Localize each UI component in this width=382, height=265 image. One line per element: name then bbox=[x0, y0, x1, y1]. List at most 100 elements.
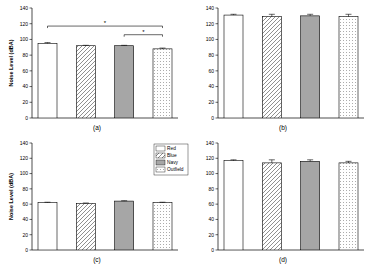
legend-label: Outfield bbox=[167, 167, 184, 172]
bar bbox=[76, 203, 95, 250]
y-axis bbox=[218, 8, 219, 118]
y-tick-label: 80 bbox=[22, 186, 28, 192]
bar bbox=[301, 16, 320, 118]
y-tick-label: 140 bbox=[20, 140, 29, 146]
bar bbox=[301, 161, 320, 250]
panel-title: (a) bbox=[93, 124, 101, 132]
y-tick-label: 120 bbox=[206, 21, 215, 27]
y-tick-label: 120 bbox=[206, 155, 215, 161]
y-axis-label: Noise Level (dBA) bbox=[8, 39, 14, 86]
significance-bracket bbox=[48, 26, 163, 28]
y-tick-label: 20 bbox=[208, 99, 214, 105]
y-tick bbox=[30, 86, 33, 87]
y-tick bbox=[216, 8, 219, 9]
y-tick-label: 140 bbox=[206, 5, 215, 11]
y-tick-label: 40 bbox=[22, 83, 28, 89]
bars bbox=[38, 43, 172, 118]
y-tick bbox=[216, 70, 219, 71]
bars bbox=[224, 14, 358, 118]
y-tick bbox=[216, 39, 219, 40]
y-tick-label: 100 bbox=[206, 170, 215, 176]
y-tick bbox=[30, 173, 33, 174]
significance-mark: * bbox=[142, 29, 145, 35]
legend-label: Navy bbox=[167, 160, 179, 165]
y-tick-label: 20 bbox=[208, 232, 214, 238]
y-tick bbox=[216, 86, 219, 87]
bar bbox=[262, 17, 281, 118]
y-tick bbox=[30, 188, 33, 189]
y-tick bbox=[30, 118, 33, 119]
y-axis-label: Noise Level (dBA) bbox=[8, 173, 14, 220]
legend-box bbox=[154, 144, 188, 175]
y-tick bbox=[30, 39, 33, 40]
y-tick-label: 100 bbox=[206, 36, 215, 42]
y-tick-label: 100 bbox=[20, 170, 29, 176]
bar bbox=[262, 163, 281, 250]
error-bar bbox=[269, 160, 275, 163]
y-tick-label: 0 bbox=[25, 115, 28, 121]
bar bbox=[224, 15, 243, 118]
error-bar bbox=[269, 14, 275, 16]
error-bar bbox=[160, 202, 166, 203]
bar bbox=[339, 163, 358, 250]
bar bbox=[115, 46, 134, 118]
legend-label: Blue bbox=[167, 153, 177, 158]
figure: 020406080100120140Noise Level (dBA)(a)**… bbox=[0, 0, 382, 265]
y-tick-label: 80 bbox=[208, 52, 214, 58]
y-tick bbox=[216, 118, 219, 119]
y-tick-label: 140 bbox=[20, 5, 29, 11]
y-tick bbox=[216, 143, 219, 144]
error-bar bbox=[160, 48, 166, 50]
y-tick-label: 100 bbox=[20, 36, 29, 42]
y-tick bbox=[30, 250, 33, 251]
y-tick-label: 20 bbox=[22, 99, 28, 105]
error-bar bbox=[307, 14, 313, 16]
y-tick-label: 60 bbox=[208, 201, 214, 207]
y-tick bbox=[216, 250, 219, 251]
y-tick-label: 0 bbox=[211, 247, 214, 253]
legend-swatch bbox=[156, 160, 165, 165]
legend-swatch bbox=[156, 167, 165, 172]
y-tick bbox=[216, 188, 219, 189]
y-axis bbox=[32, 8, 33, 118]
y-tick-label: 140 bbox=[206, 140, 215, 146]
bar bbox=[224, 161, 243, 250]
significance-bracket bbox=[124, 35, 162, 37]
y-tick bbox=[30, 8, 33, 9]
error-bar bbox=[121, 45, 127, 46]
y-tick bbox=[216, 23, 219, 24]
error-bar bbox=[346, 14, 352, 16]
y-tick bbox=[216, 158, 219, 159]
legend-label: Red bbox=[167, 146, 176, 151]
error-bar bbox=[83, 45, 89, 46]
bars bbox=[224, 160, 358, 250]
y-axis bbox=[218, 143, 219, 250]
error-bar bbox=[231, 159, 237, 161]
error-bar bbox=[121, 200, 127, 201]
y-tick bbox=[30, 234, 33, 235]
y-tick bbox=[216, 55, 219, 56]
panel: 020406080100120140(b) bbox=[206, 5, 364, 132]
panel: 020406080100120140(d) bbox=[206, 140, 364, 264]
y-tick bbox=[30, 143, 33, 144]
y-tick-label: 60 bbox=[22, 201, 28, 207]
y-tick bbox=[30, 55, 33, 56]
y-tick bbox=[30, 219, 33, 220]
panel: 020406080100120140Noise Level (dBA)(c)Re… bbox=[8, 140, 188, 264]
y-tick bbox=[30, 70, 33, 71]
bar bbox=[115, 201, 134, 250]
panel-title: (c) bbox=[93, 256, 101, 264]
y-tick bbox=[30, 158, 33, 159]
legend-swatch bbox=[156, 153, 165, 158]
bar bbox=[38, 43, 57, 118]
y-tick bbox=[30, 204, 33, 205]
bars bbox=[38, 201, 172, 250]
y-axis bbox=[32, 143, 33, 250]
panel-title: (d) bbox=[279, 256, 287, 264]
y-tick bbox=[216, 173, 219, 174]
error-bar bbox=[231, 14, 237, 16]
y-tick bbox=[216, 102, 219, 103]
y-tick-label: 120 bbox=[20, 21, 29, 27]
error-bar bbox=[346, 161, 352, 163]
y-tick-label: 20 bbox=[22, 232, 28, 238]
